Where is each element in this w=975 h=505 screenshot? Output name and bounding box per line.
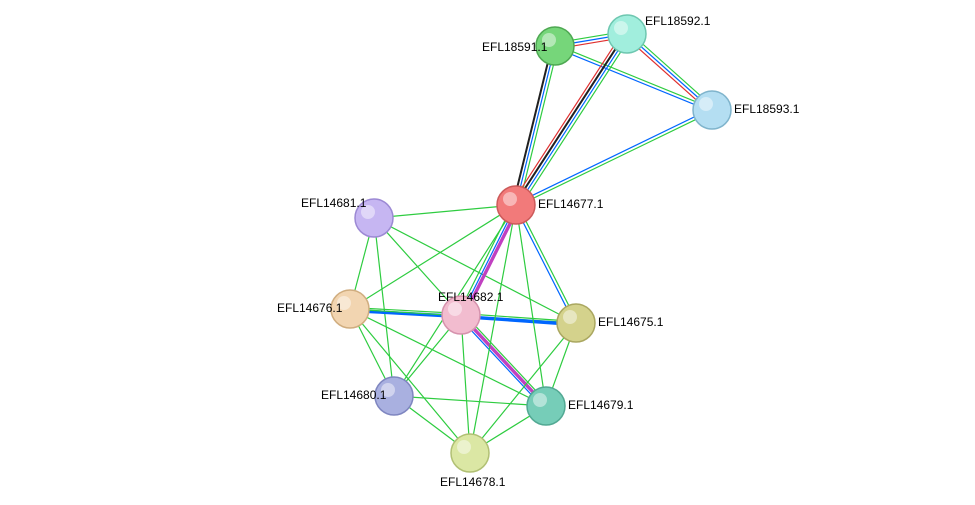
edge xyxy=(515,33,626,204)
node-highlight xyxy=(503,192,517,206)
node-label: EFL14677.1 xyxy=(538,197,603,211)
node-label: EFL14675.1 xyxy=(598,315,663,329)
node-highlight xyxy=(699,97,713,111)
edge xyxy=(470,205,516,453)
node-circle[interactable] xyxy=(693,91,731,129)
node-circle[interactable] xyxy=(497,186,535,224)
node-highlight xyxy=(563,310,577,324)
node-circle[interactable] xyxy=(557,304,595,342)
node-highlight xyxy=(533,393,547,407)
node-EFL18593.1[interactable] xyxy=(693,91,731,129)
edge xyxy=(461,315,470,453)
nodes-layer xyxy=(331,15,731,472)
edge xyxy=(519,47,558,206)
edge xyxy=(517,111,713,206)
edge xyxy=(516,46,555,205)
node-circle[interactable] xyxy=(527,387,565,425)
node-label: EFL14678.1 xyxy=(440,475,505,489)
protein-network-graph: EFL18591.1 EFL18592.1 EFL18593.1 EFL14677.1… xyxy=(0,0,975,505)
node-EFL14677.1[interactable] xyxy=(497,186,535,224)
node-label: EFL18592.1 xyxy=(645,14,710,28)
graph-canvas xyxy=(0,0,975,505)
node-EFL14679.1[interactable] xyxy=(527,387,565,425)
node-circle[interactable] xyxy=(451,434,489,472)
node-label: EFL18593.1 xyxy=(734,102,799,116)
edge xyxy=(517,204,577,322)
node-label: EFL14682.1 xyxy=(438,290,503,304)
node-label: EFL14681.1 xyxy=(301,196,366,210)
node-label: EFL18591.1 xyxy=(482,40,547,54)
node-highlight xyxy=(448,302,462,316)
edge xyxy=(374,218,394,396)
node-EFL18592.1[interactable] xyxy=(608,15,646,53)
node-EFL14675.1[interactable] xyxy=(557,304,595,342)
node-label: EFL14676.1 xyxy=(277,301,342,315)
node-circle[interactable] xyxy=(608,15,646,53)
edge xyxy=(515,206,575,324)
edge xyxy=(394,396,546,406)
node-EFL14678.1[interactable] xyxy=(451,434,489,472)
edge xyxy=(513,45,552,204)
node-label: EFL14680.1 xyxy=(321,388,386,402)
node-label: EFL14679.1 xyxy=(568,398,633,412)
edge xyxy=(374,205,516,218)
node-highlight xyxy=(614,21,628,35)
node-highlight xyxy=(457,440,471,454)
